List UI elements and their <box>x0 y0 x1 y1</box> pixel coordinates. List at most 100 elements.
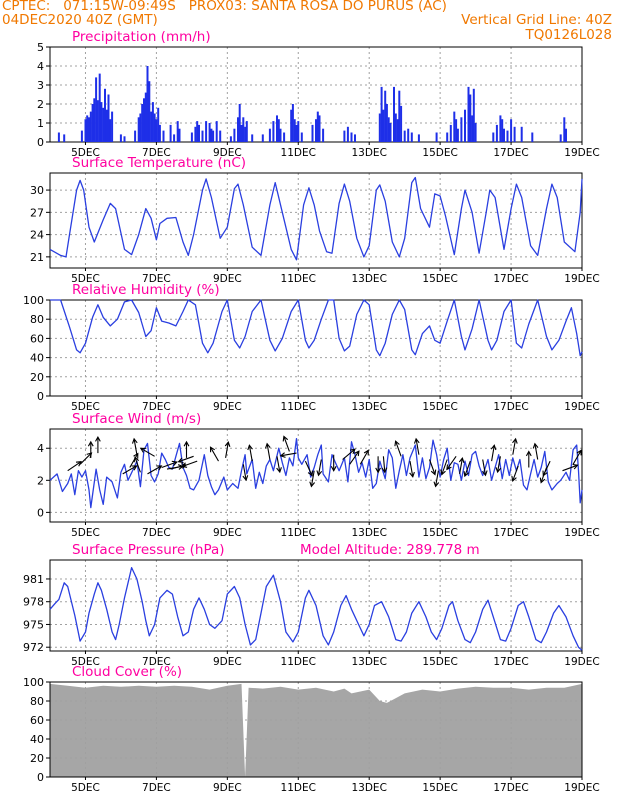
precip-bar <box>531 132 534 142</box>
y-tick-label: 24 <box>30 229 44 242</box>
precip-bar <box>290 109 293 142</box>
wind-vector-head <box>512 437 518 444</box>
precip-bar <box>464 109 466 142</box>
precip-bar <box>520 126 523 142</box>
x-tick-label: 13DEC <box>351 273 386 285</box>
wind-vector-head <box>525 450 532 457</box>
x-tick-label: 13DEC <box>351 147 386 159</box>
precip-bar <box>237 117 239 142</box>
wind-vector <box>283 436 290 452</box>
x-tick-label: 13DEC <box>351 527 386 539</box>
plot-frame <box>49 559 583 652</box>
precip-bar <box>245 121 248 142</box>
x-tick-label: 17DEC <box>493 273 528 285</box>
wind-vector-head <box>490 444 497 451</box>
wind-vector-head <box>181 462 188 468</box>
precip-bar <box>384 90 387 142</box>
y-tick-label: 0 <box>37 136 44 149</box>
wind-vector-head <box>87 440 94 447</box>
precip-bar <box>435 132 438 142</box>
wind-vector <box>266 443 271 460</box>
precip-bar <box>261 134 264 142</box>
wind-vector <box>382 456 386 473</box>
precip-bar <box>279 128 282 142</box>
wind-vector <box>491 445 495 462</box>
precip-bar <box>382 109 385 142</box>
precip-bar <box>151 102 154 142</box>
wind-vector <box>67 461 82 472</box>
x-tick-label: 11DEC <box>281 273 316 285</box>
wind-vector <box>359 450 369 465</box>
x-tick-label: 5DEC <box>71 527 100 539</box>
precip-bar <box>105 109 108 142</box>
wind-vector <box>129 453 139 468</box>
precip-bar <box>501 119 504 142</box>
x-tick-label: 7DEC <box>142 656 171 668</box>
wind-vector-head <box>409 471 415 478</box>
precip-bar <box>460 117 463 142</box>
precip-bar <box>469 94 472 142</box>
precip-bar <box>276 115 278 142</box>
wind-vector <box>482 459 487 476</box>
precip-bar <box>240 124 243 142</box>
precip-bar <box>389 123 392 142</box>
wind-vector <box>349 450 360 465</box>
panel-title: Cloud Cover (%) <box>72 664 182 680</box>
precip-bar <box>400 105 403 142</box>
precip-bar <box>88 117 90 142</box>
precip-bar <box>96 100 99 142</box>
precip-bar <box>268 128 271 142</box>
wind-vector-head <box>363 449 369 456</box>
wind-vector <box>182 460 198 468</box>
y-tick-label: 2 <box>37 474 44 487</box>
precip-bar <box>150 111 153 142</box>
precip-bar <box>162 130 165 142</box>
x-tick-label: 15DEC <box>422 656 457 668</box>
precip-bar <box>134 130 137 142</box>
panel-title: Surface Temperature (nC) <box>72 155 246 171</box>
wind-vector-head <box>276 467 282 474</box>
wind-vector <box>435 470 439 487</box>
precip-bar <box>201 130 204 142</box>
wind-vector-head <box>430 469 437 476</box>
wind-vector <box>161 461 177 469</box>
precip-bar <box>343 130 346 142</box>
x-tick-label: 5DEC <box>71 656 100 668</box>
x-tick-label: 15DEC <box>422 273 457 285</box>
wind-vector <box>280 452 297 457</box>
precip-bar <box>559 134 562 142</box>
precip-bar <box>513 126 516 142</box>
precip-bar <box>506 130 509 142</box>
wind-vector-head <box>349 448 356 455</box>
series-line <box>50 299 583 357</box>
precip-bar <box>153 113 156 142</box>
precip-bar <box>238 104 241 142</box>
precip-bar <box>190 132 193 142</box>
wind-vector-head <box>532 442 539 449</box>
x-tick-label: 19DEC <box>564 782 599 794</box>
precip-bar <box>102 107 105 142</box>
precip-bar <box>499 115 502 142</box>
y-tick-label: 975 <box>23 618 44 631</box>
precip-bar <box>104 88 106 142</box>
wind-vector-head <box>133 452 139 459</box>
y-tick-label: 40 <box>30 733 44 746</box>
x-tick-label: 9DEC <box>213 782 242 794</box>
plot-frame <box>49 299 583 397</box>
precip-bar <box>503 128 505 142</box>
x-tick-label: 15DEC <box>422 401 457 413</box>
x-tick-label: 9DEC <box>213 401 242 413</box>
x-tick-label: 11DEC <box>281 147 316 159</box>
precip-bar <box>354 134 356 142</box>
y-tick-label: 978 <box>23 596 44 609</box>
y-tick-label: 30 <box>30 184 44 197</box>
wind-vector-head <box>183 440 190 447</box>
wind-vector-head <box>75 461 82 467</box>
x-tick-label: 19DEC <box>564 147 599 159</box>
precip-bar <box>244 126 247 142</box>
precip-bar <box>123 136 126 142</box>
y-tick-label: 1 <box>37 117 44 130</box>
wind-vector-head <box>131 437 138 444</box>
wind-vector-head <box>354 450 360 457</box>
wind-vector-head <box>381 467 388 474</box>
